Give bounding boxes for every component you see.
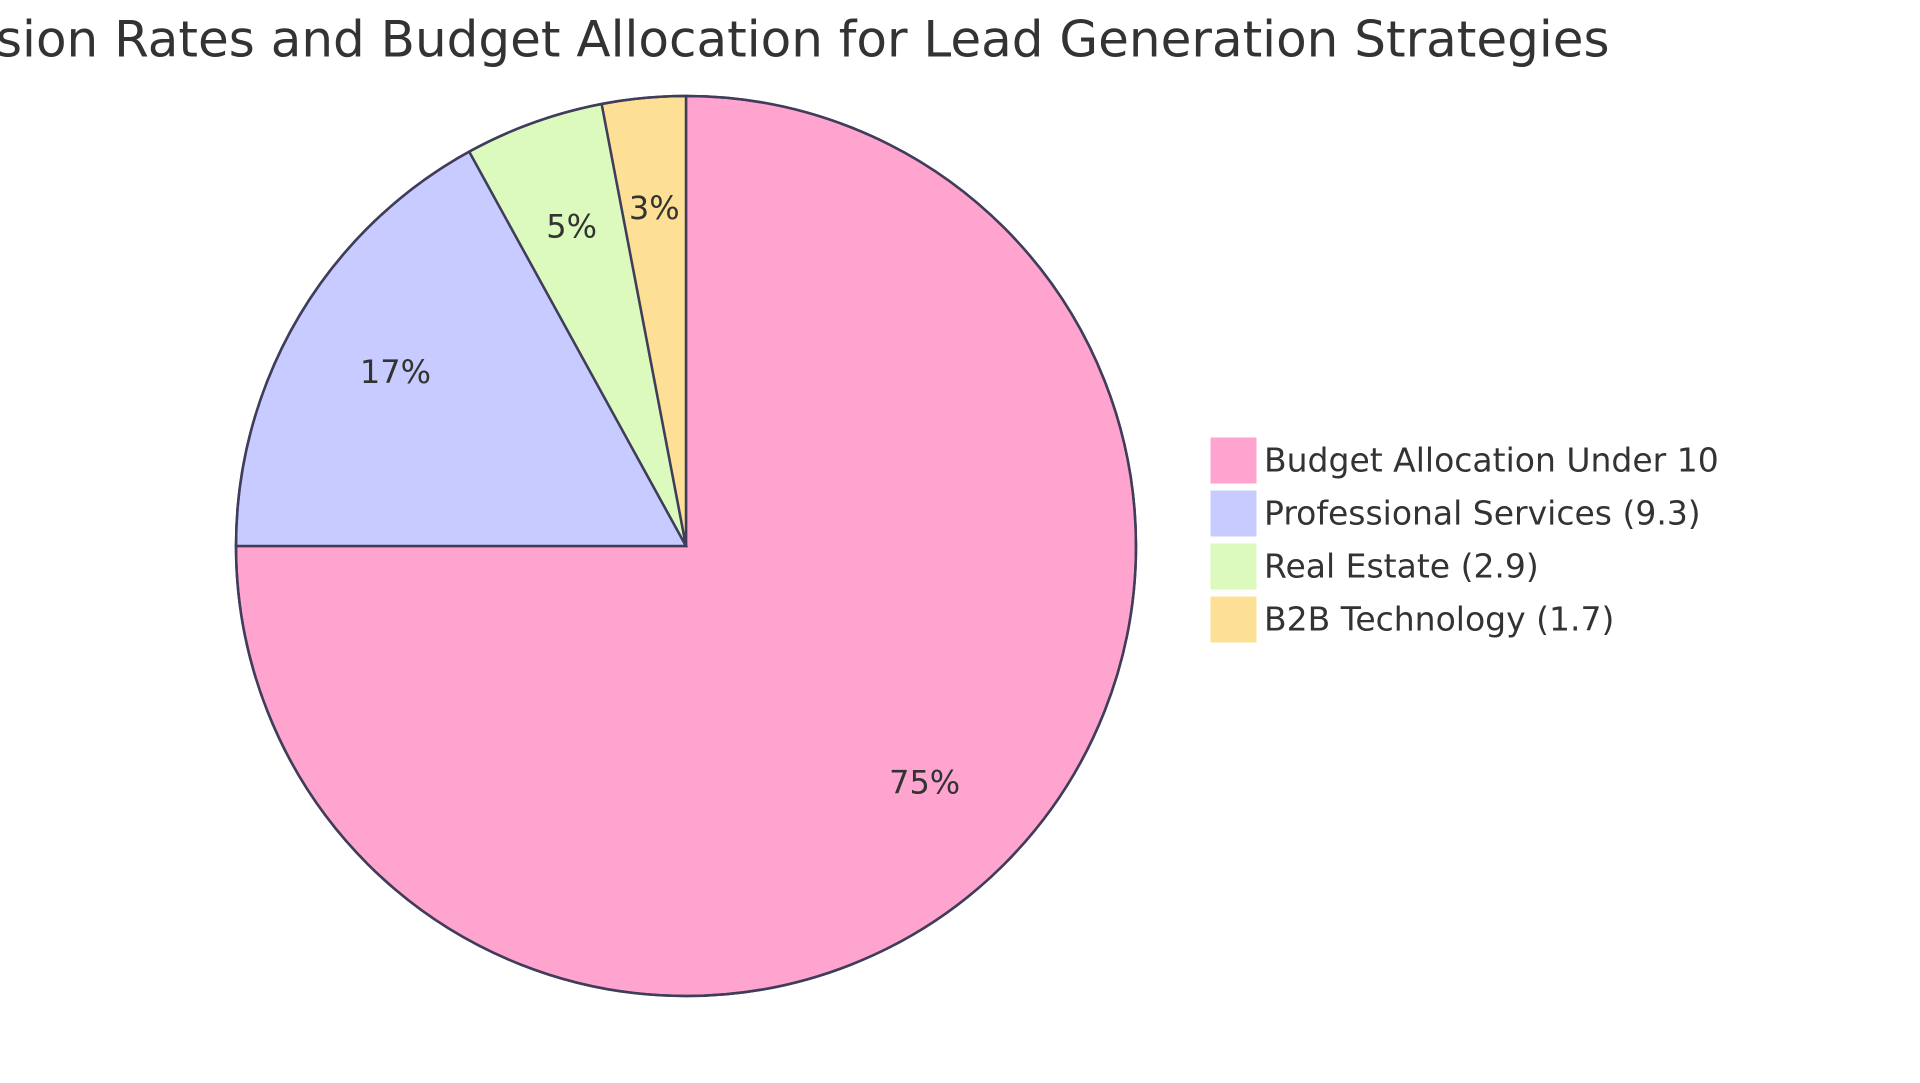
chart-title: sion Rates and Budget Allocation for Lea… — [0, 11, 1610, 69]
slice-label: 3% — [629, 189, 680, 227]
pie-outline — [234, 94, 1138, 998]
legend-label: B2B Technology (1.7) — [1264, 600, 1614, 639]
slice-label: 5% — [546, 207, 597, 245]
slice-label: 17% — [360, 353, 431, 391]
legend-label: Professional Services (9.3) — [1264, 494, 1701, 533]
legend-label: Budget Allocation Under 10 — [1264, 441, 1719, 480]
legend-swatch — [1210, 543, 1257, 590]
slice-label: 75% — [889, 764, 960, 802]
legend-swatch — [1210, 437, 1257, 484]
legend-label: Real Estate (2.9) — [1264, 547, 1539, 586]
legend-swatch — [1210, 490, 1257, 537]
legend-swatch — [1210, 596, 1257, 643]
